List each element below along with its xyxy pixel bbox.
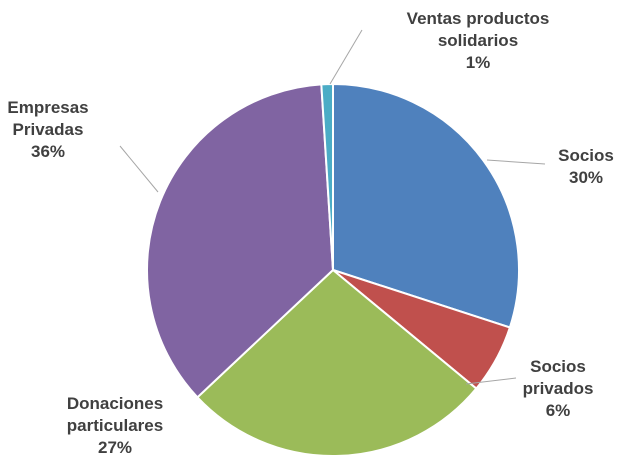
percent-label: 36%	[30, 142, 66, 161]
pie-slice	[320, 82, 334, 271]
data-label: Socios 30%	[551, 145, 621, 189]
category-label: Ventas productos solidarios	[406, 9, 550, 50]
pie-slice	[195, 268, 478, 457]
percent-label: 1%	[465, 53, 491, 72]
leader-line	[119, 145, 159, 193]
data-label: Socios privados 6%	[513, 356, 603, 422]
data-label: Empresas Privadas 36%	[3, 97, 93, 163]
leader-line	[486, 159, 546, 165]
category-label: Socios	[558, 146, 614, 165]
percent-label: 27%	[97, 438, 133, 457]
pie-slice	[146, 83, 335, 399]
category-label: Donaciones particulares	[66, 394, 164, 435]
leader-line	[465, 377, 517, 385]
percent-label: 6%	[545, 401, 571, 420]
leader-line	[329, 29, 363, 85]
data-label: Donaciones particulares 27%	[45, 393, 185, 459]
category-label: Empresas Privadas	[7, 98, 89, 139]
data-label: Ventas productos solidarios 1%	[373, 8, 583, 74]
category-label: Socios privados	[522, 357, 594, 398]
pie-slice	[332, 82, 520, 329]
percent-label: 30%	[568, 168, 604, 187]
